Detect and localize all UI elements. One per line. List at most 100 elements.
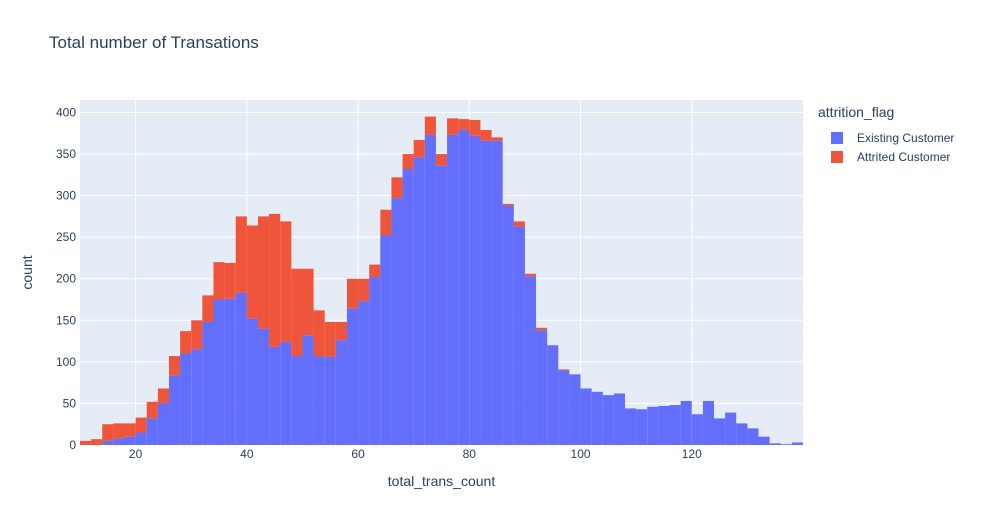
bar-existing-customer [413, 157, 425, 445]
bar-existing-customer [769, 443, 781, 445]
bar-existing-customer [547, 345, 559, 445]
legend-label-attrited-customer: Attrited Customer [857, 149, 951, 164]
bar-existing-customer [135, 432, 147, 445]
legend-swatch-attrited-customer [831, 150, 843, 163]
bar-attrited-customer [358, 278, 370, 302]
bar-existing-customer [424, 134, 436, 446]
bar-existing-customer [447, 134, 459, 446]
bar-existing-customer [246, 318, 258, 445]
bar-attrited-customer [324, 321, 336, 357]
bar-existing-customer [513, 226, 525, 445]
x-tick-labels: 20 40 60 80 100 120 [129, 447, 702, 461]
x-tick-label: 40 [240, 447, 254, 461]
bar-existing-customer [235, 292, 247, 445]
bar-existing-customer [747, 428, 759, 445]
bar-existing-customer [435, 165, 448, 446]
y-axis-title: count [19, 255, 35, 289]
bar-existing-customer [613, 393, 626, 445]
bar-existing-customer [346, 308, 359, 445]
bar-attrited-customer [235, 216, 247, 293]
bar-attrited-customer [513, 221, 525, 227]
bar-existing-customer [569, 374, 581, 445]
legend: attrition_flag Existing Customer Attrite… [818, 104, 954, 166]
bar-attrited-customer [257, 216, 270, 329]
legend-label-existing-customer: Existing Customer [857, 130, 955, 145]
bar-attrited-customer [380, 209, 392, 236]
bar-existing-customer [602, 395, 614, 445]
bar-existing-customer [191, 349, 203, 445]
bar-existing-customer [202, 321, 214, 445]
bar-existing-customer [124, 436, 136, 445]
bar-attrited-customer [246, 225, 258, 319]
bar-attrited-customer [480, 129, 492, 141]
bar-existing-customer [758, 436, 770, 445]
bar-attrited-customer [491, 137, 503, 141]
y-tick-label: 150 [56, 313, 76, 327]
bar-existing-customer [714, 418, 726, 445]
legend-item-existing-customer[interactable]: Existing Customer [818, 128, 954, 147]
bar-existing-customer [369, 277, 381, 445]
bar-existing-customer [257, 328, 270, 445]
bar-existing-customer [391, 198, 403, 445]
bar-existing-customer [213, 299, 225, 445]
bar-existing-customer [502, 205, 514, 445]
bar-attrited-customer [458, 119, 470, 130]
bar-attrited-customer [213, 262, 225, 300]
bar-attrited-customer [102, 424, 114, 441]
bar-existing-customer [702, 400, 715, 445]
bar-attrited-customer [291, 268, 303, 357]
bar-attrited-customer [391, 177, 403, 199]
bar-existing-customer [280, 341, 292, 445]
bar-existing-customer [725, 412, 737, 445]
bar-attrited-customer [313, 310, 325, 357]
y-tick-label: 300 [56, 189, 76, 203]
y-tick-labels: 0 50 100 150 200 250 300 350 400 [56, 105, 76, 452]
bar-existing-customer [558, 370, 570, 445]
y-tick-label: 400 [56, 105, 76, 119]
y-tick-label: 100 [56, 355, 76, 369]
bar-existing-customer [524, 276, 537, 445]
bar-attrited-customer [135, 417, 147, 433]
bar-existing-customer [113, 438, 125, 445]
bar-attrited-customer [124, 423, 136, 437]
bar-existing-customer [680, 400, 692, 445]
legend-swatch-existing-customer [831, 131, 843, 144]
bar-existing-customer [491, 140, 503, 446]
bar-existing-customer [669, 405, 681, 445]
bar-existing-customer [380, 235, 392, 445]
bar-existing-customer [291, 356, 303, 445]
bar-existing-customer [146, 418, 158, 445]
bar-existing-customer [102, 440, 114, 445]
bar-existing-customer [168, 375, 181, 445]
x-tick-label: 80 [463, 447, 477, 461]
x-axis-title: total_trans_count [388, 473, 496, 489]
bar-existing-customer [469, 135, 481, 445]
bar-existing-customer [458, 129, 470, 445]
bar-existing-customer [536, 330, 548, 445]
bar-attrited-customer [80, 440, 92, 445]
y-tick-label: 0 [69, 438, 76, 452]
bar-attrited-customer [447, 118, 459, 135]
bar-existing-customer [636, 409, 648, 445]
bar-existing-customer [791, 442, 803, 445]
bar-attrited-customer [180, 331, 192, 354]
y-tick-label: 250 [56, 230, 76, 244]
x-tick-label: 100 [571, 447, 591, 461]
legend-item-attrited-customer[interactable]: Attrited Customer [818, 147, 954, 166]
bar-attrited-customer [280, 221, 292, 342]
bar-attrited-customer [402, 154, 414, 169]
bar-attrited-customer [302, 268, 314, 336]
y-tick-label: 50 [63, 396, 77, 410]
x-tick-label: 60 [351, 447, 365, 461]
bar-attrited-customer [168, 356, 181, 376]
bar-attrited-customer [91, 439, 103, 445]
bar-existing-customer [324, 356, 336, 445]
x-tick-label: 120 [682, 447, 702, 461]
bar-existing-customer [269, 346, 281, 445]
bar-existing-customer [480, 140, 492, 446]
x-tick-label: 20 [129, 447, 143, 461]
bar-existing-customer [691, 414, 703, 445]
bar-existing-customer [625, 408, 637, 445]
bar-existing-customer [591, 391, 603, 445]
